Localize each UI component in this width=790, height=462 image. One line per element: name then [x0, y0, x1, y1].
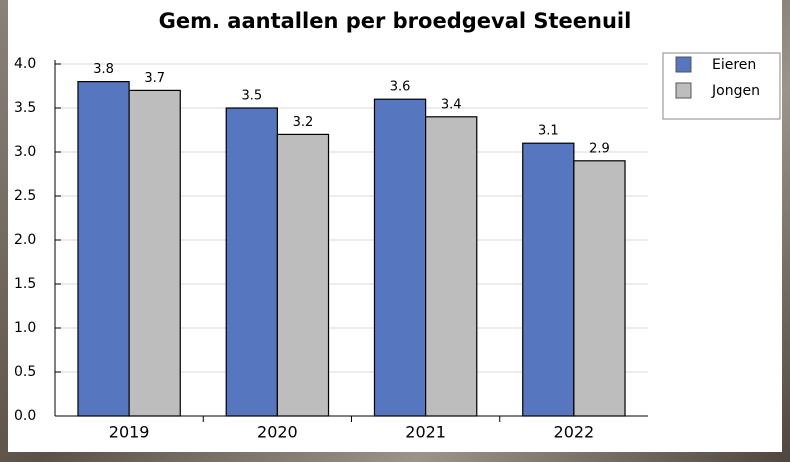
y-tick-label: 4.0: [14, 56, 36, 72]
x-tick-label: 2022: [554, 423, 595, 442]
y-tick-label: 0.0: [14, 408, 36, 424]
value-label: 3.5: [241, 89, 262, 104]
value-label: 3.1: [538, 124, 559, 139]
y-tick-label: 1.0: [14, 320, 36, 336]
bar: [128, 89, 181, 417]
value-label: 3.8: [93, 62, 114, 77]
bar: [225, 107, 278, 417]
legend-label: Eieren: [712, 57, 756, 73]
bar: [373, 98, 427, 417]
value-label: 3.7: [144, 71, 165, 86]
y-tick-label: 1.5: [14, 276, 36, 292]
bar: [77, 80, 130, 417]
x-tick-label: 2019: [109, 423, 150, 442]
value-label: 3.6: [390, 80, 411, 95]
y-tick-label: 3.5: [14, 100, 36, 116]
y-tick-label: 0.5: [14, 364, 36, 380]
legend-swatch: [675, 82, 692, 99]
bar: [276, 133, 330, 417]
legend-label: Jongen: [711, 83, 760, 99]
y-tick-label: 2.5: [14, 188, 36, 204]
x-tick-label: 2020: [257, 423, 298, 442]
value-label: 2.9: [589, 141, 610, 156]
x-tick-label: 2021: [405, 423, 446, 442]
bar: [522, 142, 575, 417]
y-tick-label: 2.0: [14, 232, 36, 248]
legend-swatch: [675, 56, 692, 73]
chart-title: Gem. aantallen per broedgeval Steenuil: [159, 9, 632, 33]
bar: [425, 116, 478, 417]
value-label: 3.4: [441, 97, 462, 112]
value-label: 3.2: [293, 115, 314, 130]
y-tick-label: 3.0: [14, 144, 36, 160]
bar: [573, 160, 626, 417]
